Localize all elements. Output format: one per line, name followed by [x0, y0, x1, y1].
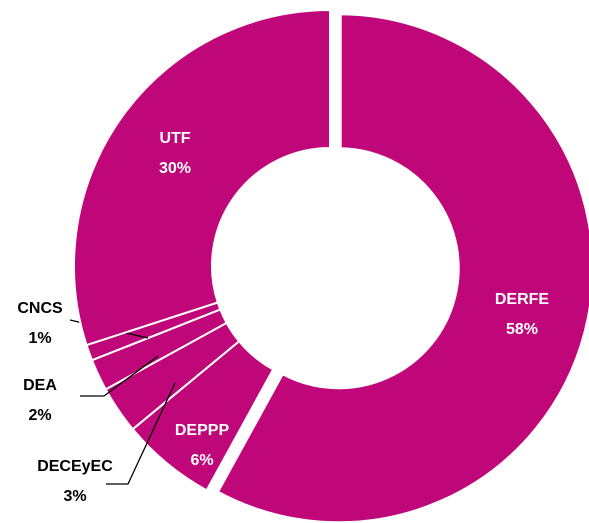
slice-label: DERFE [495, 291, 550, 308]
slice-value-label: 1% [28, 330, 51, 347]
slice-value-label: 6% [190, 452, 213, 469]
slice-label: CNCS [17, 300, 63, 317]
donut-slice [211, 9, 589, 523]
slice-value-label: 3% [63, 488, 86, 505]
slice-value-label: 58% [506, 321, 538, 338]
slice-label: UTF [159, 130, 190, 147]
slice-label: DEA [23, 377, 57, 394]
slice-value-label: 30% [159, 160, 191, 177]
leader-line [106, 382, 176, 485]
slice-label: DEPPP [175, 422, 230, 439]
donut-slice [73, 8, 331, 347]
slice-label: DECEyEC [37, 458, 113, 475]
leader-line [80, 355, 159, 397]
slice-value-label: 2% [28, 407, 51, 424]
